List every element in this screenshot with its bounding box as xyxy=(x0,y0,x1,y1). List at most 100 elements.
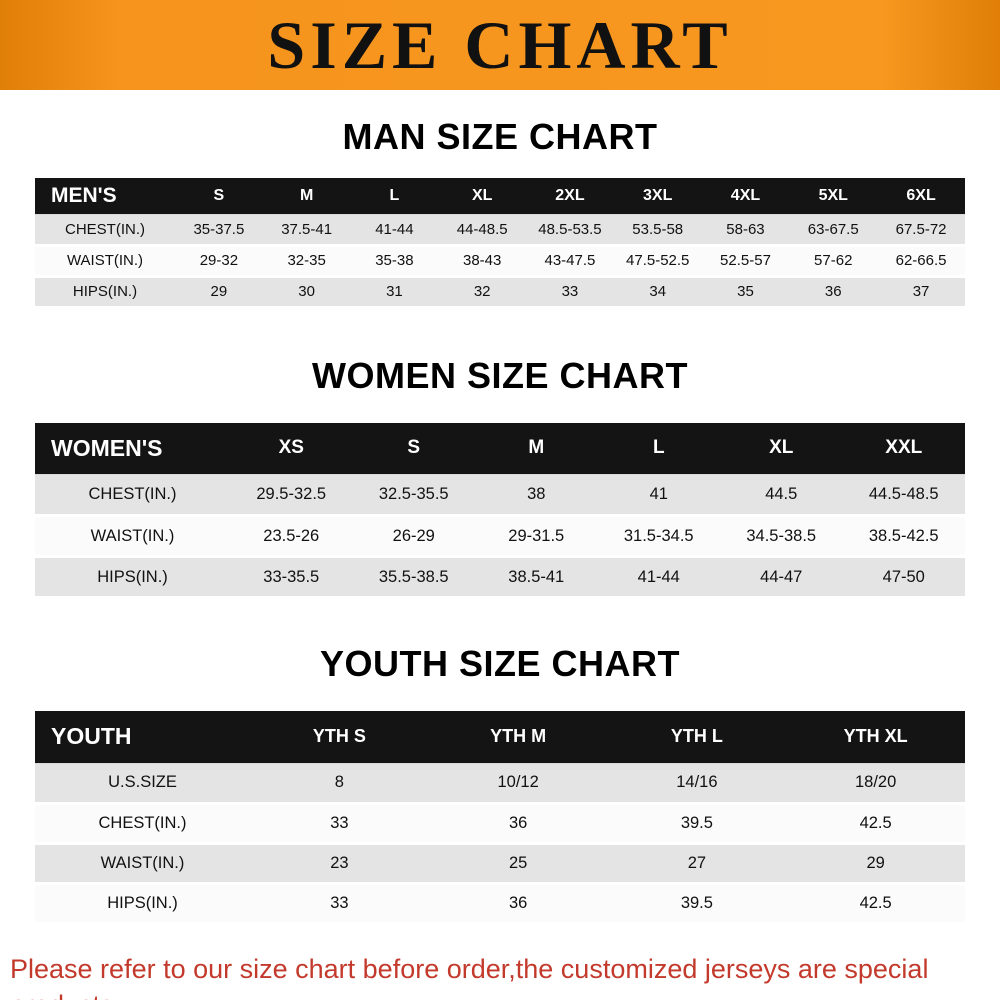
measurement-cell: 27 xyxy=(607,842,787,885)
banner: SIZE CHART xyxy=(0,0,1000,90)
measurement-cell: 62-66.5 xyxy=(877,244,965,278)
row-label-cell: U.S.SIZE xyxy=(35,762,250,805)
measurement-cell: 43-47.5 xyxy=(526,244,614,278)
measurement-cell: 25 xyxy=(428,842,608,885)
size-header-cell: 4XL xyxy=(701,178,790,214)
size-header-cell: 6XL xyxy=(877,178,965,214)
size-header-cell: XS xyxy=(230,422,353,475)
women-section-heading: WOMEN SIZE CHART xyxy=(312,354,688,396)
footer-note: Please refer to our size chart before or… xyxy=(0,951,1000,1000)
measurement-cell: 33 xyxy=(526,275,614,309)
size-header-cell: M xyxy=(475,422,598,475)
measurement-cell: 10/12 xyxy=(428,762,608,805)
measurement-cell: 34 xyxy=(613,275,702,309)
measurement-cell: 18/20 xyxy=(786,762,965,805)
measurement-cell: 38.5-42.5 xyxy=(842,515,965,558)
youth-size-table: YOUTH YTH S YTH M YTH L YTH XL U.S.SIZE 8 10/12… xyxy=(35,711,965,925)
measurement-cell: 26-29 xyxy=(352,515,475,558)
measurement-cell: 35-37.5 xyxy=(175,213,263,247)
measurement-cell: 33 xyxy=(250,882,429,925)
measurement-cell: 63-67.5 xyxy=(789,213,878,247)
table-header-row: YOUTH YTH S YTH M YTH L YTH XL xyxy=(35,711,965,763)
size-header-cell: XXL xyxy=(842,422,965,475)
measurement-cell: 37 xyxy=(877,275,965,309)
size-header-cell: YTH M xyxy=(428,711,608,763)
measurement-cell: 42.5 xyxy=(786,882,965,925)
men-size-section: MAN SIZE CHART MEN'S S M L XL 2XL 3XL 4XL 5XL 6XL… xyxy=(0,116,1000,309)
size-header-cell: L xyxy=(597,422,720,475)
row-label-cell: WAIST(IN.) xyxy=(35,244,175,278)
measurement-cell: 34.5-38.5 xyxy=(720,515,843,558)
footer-note-line1: Please refer to our size chart before or… xyxy=(10,953,929,1000)
measurement-cell: 38 xyxy=(475,474,598,517)
measurement-cell: 36 xyxy=(428,802,608,845)
table-row: HIPS(IN.) 29 30 31 32 33 34 35 36 37 xyxy=(35,275,965,309)
measurement-cell: 35.5-38.5 xyxy=(352,556,475,599)
table-row: CHEST(IN.) 33 36 39.5 42.5 xyxy=(35,802,965,845)
measurement-cell: 33 xyxy=(250,802,429,845)
size-header-cell: L xyxy=(350,178,439,214)
measurement-cell: 52.5-57 xyxy=(701,244,790,278)
table-row: WAIST(IN.) 23.5-26 26-29 29-31.5 31.5-34.5 34… xyxy=(35,515,965,558)
measurement-cell: 38-43 xyxy=(438,244,527,278)
table-row: WAIST(IN.) 29-32 32-35 35-38 38-43 43-47.5 47.… xyxy=(35,244,965,278)
measurement-cell: 23.5-26 xyxy=(230,515,353,558)
measurement-cell: 47.5-52.5 xyxy=(613,244,702,278)
row-label-cell: HIPS(IN.) xyxy=(35,556,230,599)
row-label-cell: CHEST(IN.) xyxy=(35,213,175,247)
banner-title: SIZE CHART xyxy=(267,6,733,83)
row-label-cell: CHEST(IN.) xyxy=(35,802,250,845)
measurement-cell: 31.5-34.5 xyxy=(597,515,720,558)
men-section-heading: MAN SIZE CHART xyxy=(342,116,658,157)
measurement-cell: 39.5 xyxy=(607,882,787,925)
measurement-cell: 14/16 xyxy=(607,762,787,805)
measurement-cell: 41-44 xyxy=(597,556,720,599)
table-title-cell: MEN'S xyxy=(35,178,175,214)
size-header-cell: S xyxy=(352,422,475,475)
measurement-cell: 35 xyxy=(701,275,790,309)
size-header-cell: S xyxy=(175,178,263,214)
table-row: WAIST(IN.) 23 25 27 29 xyxy=(35,842,965,885)
men-size-table: MEN'S S M L XL 2XL 3XL 4XL 5XL 6XL CHEST(IN.) 35-37… xyxy=(35,178,965,309)
row-label-cell: CHEST(IN.) xyxy=(35,474,230,517)
measurement-cell: 35-38 xyxy=(350,244,439,278)
row-label-cell: WAIST(IN.) xyxy=(35,842,250,885)
row-label-cell: HIPS(IN.) xyxy=(35,882,250,925)
measurement-cell: 32.5-35.5 xyxy=(352,474,475,517)
measurement-cell: 44-48.5 xyxy=(438,213,527,247)
youth-size-section: YOUTH SIZE CHART YOUTH YTH S YTH M YTH L YTH… xyxy=(0,643,1000,925)
size-header-cell: 2XL xyxy=(526,178,614,214)
size-header-cell: M xyxy=(262,178,351,214)
table-title-cell: YOUTH xyxy=(35,711,250,763)
measurement-cell: 44.5 xyxy=(720,474,843,517)
measurement-cell: 29.5-32.5 xyxy=(230,474,353,517)
measurement-cell: 48.5-53.5 xyxy=(526,213,614,247)
size-header-cell: YTH S xyxy=(250,711,429,763)
measurement-cell: 57-62 xyxy=(789,244,878,278)
measurement-cell: 44.5-48.5 xyxy=(842,474,965,517)
measurement-cell: 39.5 xyxy=(607,802,787,845)
measurement-cell: 29 xyxy=(175,275,263,309)
measurement-cell: 41 xyxy=(597,474,720,517)
table-row: CHEST(IN.) 35-37.5 37.5-41 41-44 44-48.5 48.5… xyxy=(35,213,965,247)
measurement-cell: 23 xyxy=(250,842,429,885)
row-label-cell: HIPS(IN.) xyxy=(35,275,175,309)
measurement-cell: 42.5 xyxy=(786,802,965,845)
measurement-cell: 67.5-72 xyxy=(877,213,965,247)
size-header-cell: 5XL xyxy=(789,178,878,214)
measurement-cell: 36 xyxy=(789,275,878,309)
measurement-cell: 33-35.5 xyxy=(230,556,353,599)
size-header-cell: XL xyxy=(720,422,843,475)
table-header-row: WOMEN'S XS S M L XL XXL xyxy=(35,422,965,475)
measurement-cell: 29-32 xyxy=(175,244,263,278)
row-label-cell: WAIST(IN.) xyxy=(35,515,230,558)
size-header-cell: YTH L xyxy=(607,711,787,763)
measurement-cell: 41-44 xyxy=(350,213,439,247)
table-row: U.S.SIZE 8 10/12 14/16 18/20 xyxy=(35,762,965,805)
women-size-section: WOMEN SIZE CHART WOMEN'S XS S M L XL XXL CHEST(… xyxy=(0,354,1000,599)
measurement-cell: 44-47 xyxy=(720,556,843,599)
size-header-cell: 3XL xyxy=(613,178,702,214)
measurement-cell: 32-35 xyxy=(262,244,351,278)
women-size-table: WOMEN'S XS S M L XL XXL CHEST(IN.) 29.5-32.5 32.5… xyxy=(35,422,965,599)
